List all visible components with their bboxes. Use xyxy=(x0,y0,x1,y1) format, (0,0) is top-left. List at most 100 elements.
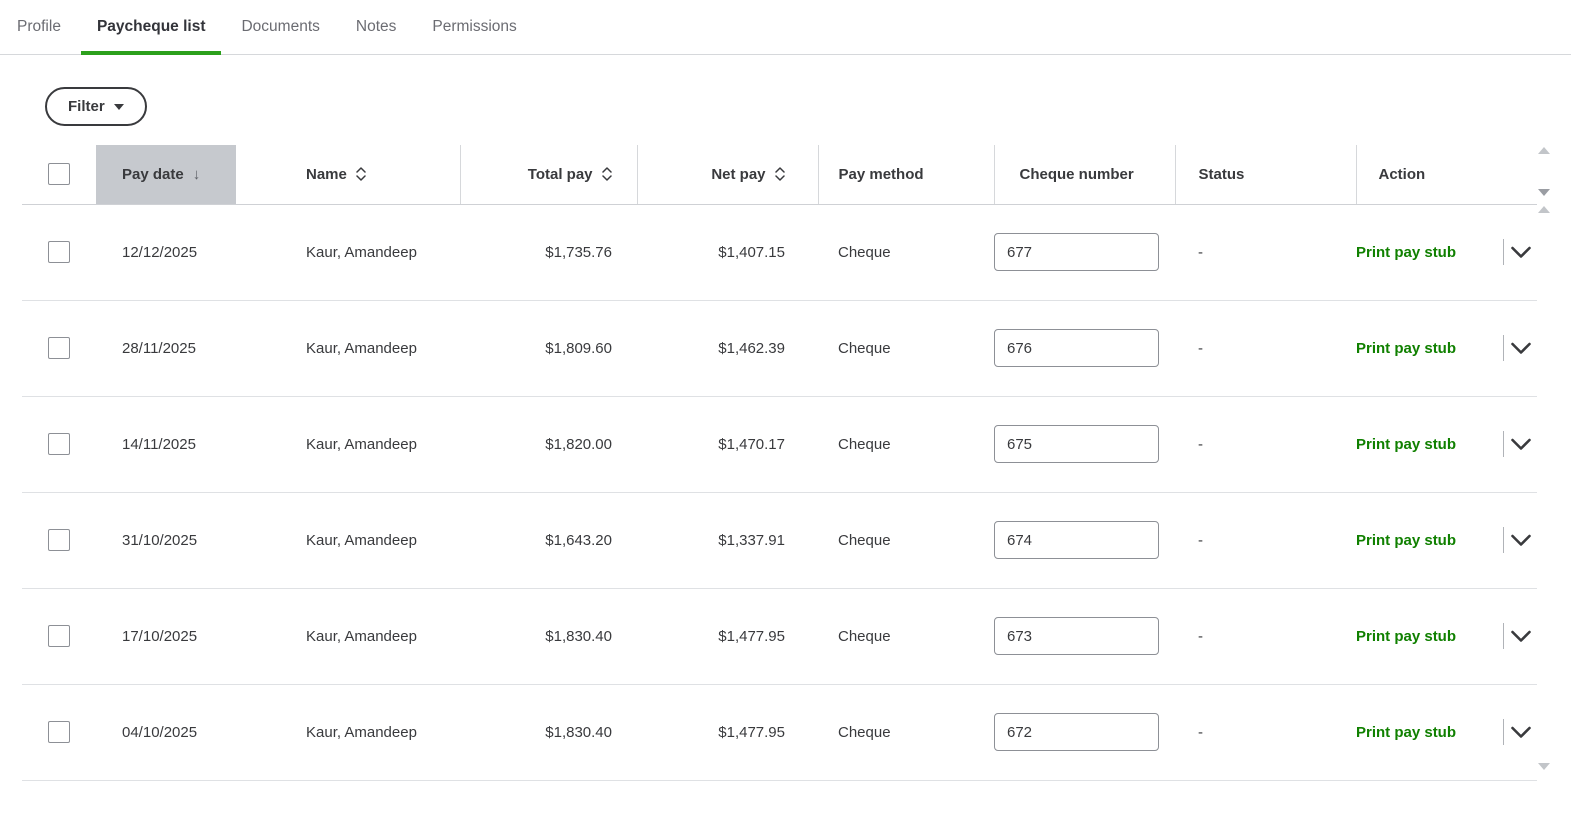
filter-button-label: Filter xyxy=(68,98,105,115)
pay-method-cell: Cheque xyxy=(818,204,994,300)
row-checkbox[interactable] xyxy=(48,241,70,263)
pay-date-cell: 04/10/2025 xyxy=(96,684,236,780)
cheque-number-input[interactable] xyxy=(994,329,1159,367)
pay-method-cell: Cheque xyxy=(818,492,994,588)
print-pay-stub-link[interactable]: Print pay stub xyxy=(1356,436,1456,453)
name-cell: Kaur, Amandeep xyxy=(236,204,460,300)
row-actions-dropdown[interactable] xyxy=(1504,246,1532,259)
status-cell: - xyxy=(1175,396,1356,492)
net-pay-cell: $1,470.17 xyxy=(637,396,818,492)
tab-notes[interactable]: Notes xyxy=(340,0,413,54)
column-header-net-pay[interactable]: Net pay xyxy=(637,145,818,204)
print-pay-stub-link[interactable]: Print pay stub xyxy=(1356,244,1456,261)
net-pay-cell: $1,337.91 xyxy=(637,492,818,588)
total-pay-header-label: Total pay xyxy=(528,166,593,183)
sort-descending-icon: ↓ xyxy=(193,166,201,183)
column-header-pay-date[interactable]: Pay date ↓ xyxy=(96,145,236,204)
column-header-cheque-number: Cheque number xyxy=(994,145,1175,204)
pay-date-cell: 12/12/2025 xyxy=(96,204,236,300)
name-cell: Kaur, Amandeep xyxy=(236,300,460,396)
row-checkbox[interactable] xyxy=(48,433,70,455)
sort-both-icon xyxy=(356,166,366,182)
print-pay-stub-link[interactable]: Print pay stub xyxy=(1356,628,1456,645)
paycheque-row: 17/10/2025 Kaur, Amandeep $1,830.40 $1,4… xyxy=(22,588,1537,684)
name-cell: Kaur, Amandeep xyxy=(236,684,460,780)
net-pay-cell: $1,477.95 xyxy=(637,588,818,684)
cheque-number-input[interactable] xyxy=(994,617,1159,655)
select-all-checkbox[interactable] xyxy=(48,163,70,185)
print-pay-stub-link[interactable]: Print pay stub xyxy=(1356,532,1456,549)
row-actions-dropdown[interactable] xyxy=(1504,342,1532,355)
tab-paycheque-list[interactable]: Paycheque list xyxy=(81,0,222,54)
pay-date-cell: 17/10/2025 xyxy=(96,588,236,684)
name-header-label: Name xyxy=(306,166,347,183)
scroll-up-icon[interactable] xyxy=(1538,206,1550,213)
tab-permissions[interactable]: Permissions xyxy=(416,0,532,54)
status-cell: - xyxy=(1175,300,1356,396)
row-actions-dropdown[interactable] xyxy=(1504,438,1532,451)
name-cell: Kaur, Amandeep xyxy=(236,396,460,492)
pay-date-header-label: Pay date xyxy=(122,166,184,183)
row-actions-dropdown[interactable] xyxy=(1504,726,1532,739)
total-pay-cell: $1,830.40 xyxy=(460,684,637,780)
row-checkbox[interactable] xyxy=(48,529,70,551)
paycheque-row: 04/10/2025 Kaur, Amandeep $1,830.40 $1,4… xyxy=(22,684,1537,780)
net-pay-cell: $1,407.15 xyxy=(637,204,818,300)
name-cell: Kaur, Amandeep xyxy=(236,588,460,684)
paycheque-table: Pay date ↓ Name Total pay xyxy=(22,145,1549,781)
total-pay-cell: $1,820.00 xyxy=(460,396,637,492)
scroll-up-icon[interactable] xyxy=(1538,147,1550,154)
sort-both-icon xyxy=(775,166,785,182)
paycheque-row: 28/11/2025 Kaur, Amandeep $1,809.60 $1,4… xyxy=(22,300,1537,396)
chevron-down-icon xyxy=(1510,438,1532,451)
row-actions-dropdown[interactable] xyxy=(1504,630,1532,643)
employee-tabs: Profile Paycheque list Documents Notes P… xyxy=(0,0,1571,55)
total-pay-cell: $1,643.20 xyxy=(460,492,637,588)
caret-down-icon xyxy=(114,104,124,110)
total-pay-cell: $1,735.76 xyxy=(460,204,637,300)
print-pay-stub-link[interactable]: Print pay stub xyxy=(1356,724,1456,741)
total-pay-cell: $1,809.60 xyxy=(460,300,637,396)
row-checkbox[interactable] xyxy=(48,721,70,743)
chevron-down-icon xyxy=(1510,342,1532,355)
pay-method-cell: Cheque xyxy=(818,684,994,780)
pay-date-cell: 14/11/2025 xyxy=(96,396,236,492)
row-actions-dropdown[interactable] xyxy=(1504,534,1532,547)
pay-method-cell: Cheque xyxy=(818,300,994,396)
tab-documents[interactable]: Documents xyxy=(225,0,335,54)
tab-profile[interactable]: Profile xyxy=(1,0,77,54)
filter-button[interactable]: Filter xyxy=(45,87,147,126)
paycheque-row: 12/12/2025 Kaur, Amandeep $1,735.76 $1,4… xyxy=(22,204,1537,300)
paycheque-row: 31/10/2025 Kaur, Amandeep $1,643.20 $1,3… xyxy=(22,492,1537,588)
status-cell: - xyxy=(1175,204,1356,300)
pay-method-cell: Cheque xyxy=(818,396,994,492)
scroll-down-icon[interactable] xyxy=(1538,763,1550,770)
chevron-down-icon xyxy=(1510,630,1532,643)
status-cell: - xyxy=(1175,588,1356,684)
name-cell: Kaur, Amandeep xyxy=(236,492,460,588)
column-header-pay-method: Pay method xyxy=(818,145,994,204)
table-header-row: Pay date ↓ Name Total pay xyxy=(22,145,1537,204)
scroll-down-icon[interactable] xyxy=(1538,189,1550,196)
column-header-name[interactable]: Name xyxy=(236,145,460,204)
net-pay-cell: $1,462.39 xyxy=(637,300,818,396)
cheque-number-input[interactable] xyxy=(994,233,1159,271)
row-checkbox[interactable] xyxy=(48,625,70,647)
column-header-status: Status xyxy=(1175,145,1356,204)
chevron-down-icon xyxy=(1510,726,1532,739)
status-cell: - xyxy=(1175,492,1356,588)
pay-date-cell: 31/10/2025 xyxy=(96,492,236,588)
print-pay-stub-link[interactable]: Print pay stub xyxy=(1356,340,1456,357)
net-pay-cell: $1,477.95 xyxy=(637,684,818,780)
net-pay-header-label: Net pay xyxy=(711,166,765,183)
cheque-number-input[interactable] xyxy=(994,713,1159,751)
status-cell: - xyxy=(1175,684,1356,780)
total-pay-cell: $1,830.40 xyxy=(460,588,637,684)
cheque-number-input[interactable] xyxy=(994,425,1159,463)
cheque-number-input[interactable] xyxy=(994,521,1159,559)
column-header-total-pay[interactable]: Total pay xyxy=(460,145,637,204)
paycheque-row: 14/11/2025 Kaur, Amandeep $1,820.00 $1,4… xyxy=(22,396,1537,492)
pay-method-cell: Cheque xyxy=(818,588,994,684)
pay-date-cell: 28/11/2025 xyxy=(96,300,236,396)
row-checkbox[interactable] xyxy=(48,337,70,359)
